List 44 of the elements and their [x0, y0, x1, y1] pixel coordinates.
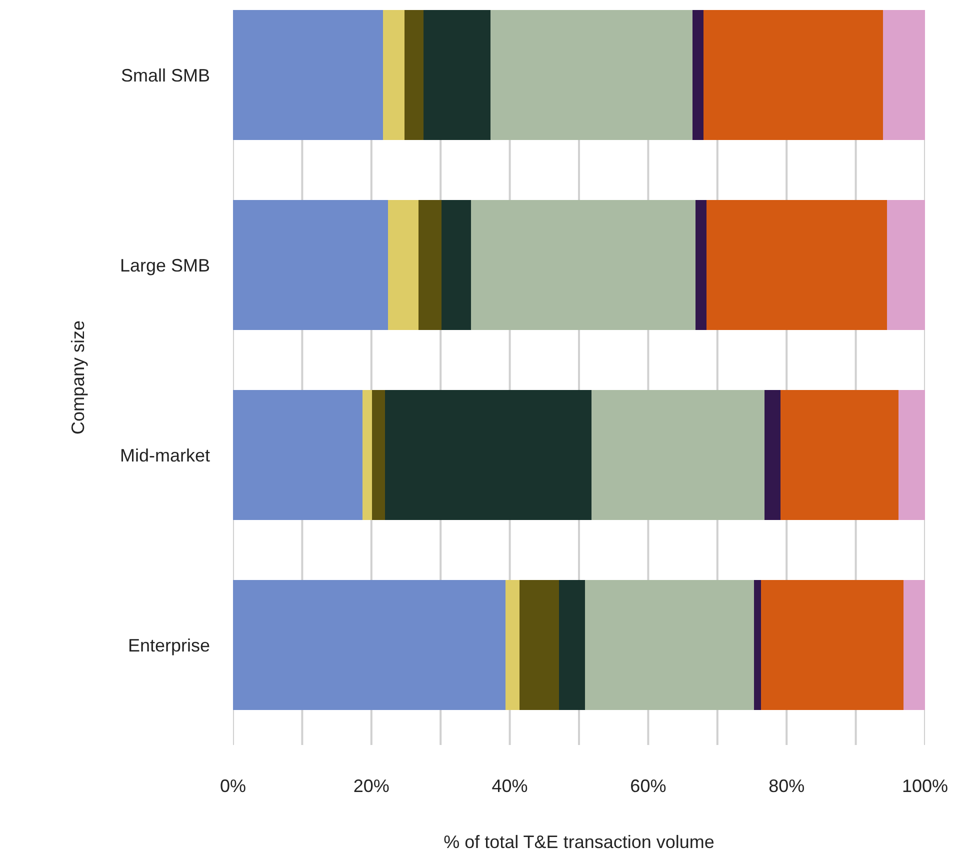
x-tick-label: 0%: [220, 776, 246, 796]
x-tick-label: 100%: [902, 776, 948, 796]
x-tick-label: 20%: [353, 776, 390, 796]
bar: [898, 390, 925, 520]
bar: [372, 390, 386, 520]
bar: [585, 580, 754, 710]
bar: [423, 10, 490, 140]
bar: [764, 390, 780, 520]
bar: [882, 10, 925, 140]
bar: [233, 10, 384, 140]
bar: [233, 390, 362, 520]
bar: [704, 10, 883, 140]
y-axis-title: Company size: [68, 320, 88, 435]
bar: [418, 200, 442, 330]
y-tick-label: Large SMB: [120, 255, 210, 276]
bar: [233, 200, 388, 330]
bar: [591, 390, 764, 520]
y-tick-label: Small SMB: [120, 65, 210, 86]
bar: [441, 200, 472, 330]
bar: [385, 390, 592, 520]
bar: [388, 200, 418, 330]
bar: [506, 580, 520, 710]
x-tick-label: 80%: [768, 776, 805, 796]
x-axis-title: % of total T&E transaction volume: [444, 832, 714, 852]
bar: [886, 200, 925, 330]
bar: [780, 390, 899, 520]
bar: [233, 580, 506, 710]
bar: [695, 200, 706, 330]
y-tick-label: Mid-market: [120, 445, 210, 466]
bar: [490, 10, 692, 140]
bar: [754, 580, 761, 710]
bar: [383, 10, 405, 140]
y-tick-label: Enterprise: [128, 635, 210, 656]
bar: [761, 580, 904, 710]
bar: [471, 200, 696, 330]
bar: [558, 580, 586, 710]
bar: [519, 580, 559, 710]
x-tick-label: 60%: [630, 776, 666, 796]
bar: [706, 200, 887, 330]
x-tick-label: 40%: [492, 776, 528, 796]
bar: [404, 10, 424, 140]
bar: [904, 580, 925, 710]
bar: [692, 10, 704, 140]
bar: [362, 390, 372, 520]
